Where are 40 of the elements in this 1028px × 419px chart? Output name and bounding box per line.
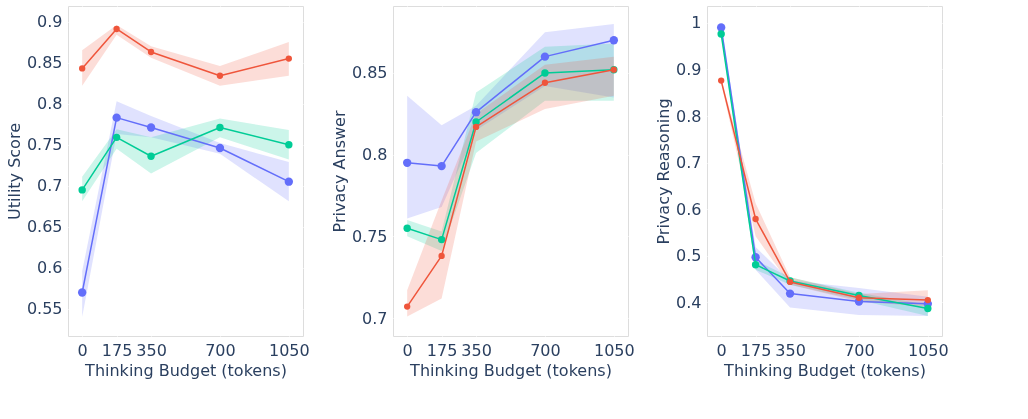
y-tick-label: 0.65 bbox=[26, 217, 63, 237]
x-tick-label: 700 bbox=[530, 340, 561, 360]
x-axis-title: Thinking Budget (tokens) bbox=[723, 360, 926, 380]
x-tick-label: 0 bbox=[77, 340, 88, 360]
x-tick-label: 175 bbox=[740, 340, 772, 360]
y-tick-label: 0.7 bbox=[362, 308, 388, 328]
y-tick-label: 0.7 bbox=[37, 176, 63, 196]
y-tick-label: 0.9 bbox=[37, 12, 63, 32]
y-tick-label: 0.5 bbox=[676, 246, 702, 266]
x-tick-label: 0 bbox=[402, 340, 413, 360]
x-tick-label: 1050 bbox=[907, 340, 949, 360]
y-axis-title: Privacy Answer bbox=[329, 110, 349, 233]
x-tick-label: 1050 bbox=[593, 340, 635, 360]
y-tick-label: 0.7 bbox=[676, 153, 702, 173]
x-tick-label: 175 bbox=[101, 340, 133, 360]
x-tick-label: 1050 bbox=[268, 340, 310, 360]
x-tick-label: 700 bbox=[205, 340, 236, 360]
x-tick-label: 700 bbox=[844, 340, 875, 360]
y-axis-title: Privacy Reasoning bbox=[654, 98, 674, 245]
x-tick-label: 350 bbox=[775, 340, 806, 360]
y-tick-label: 0.8 bbox=[37, 94, 63, 114]
y-tick-label: 1 bbox=[691, 13, 702, 33]
y-tick-label: 0.8 bbox=[676, 106, 702, 126]
y-tick-label: 0.6 bbox=[37, 258, 63, 278]
y-tick-label: 0.75 bbox=[26, 135, 63, 155]
x-tick-label: 0 bbox=[716, 340, 727, 360]
y-tick-label: 0.6 bbox=[676, 199, 702, 219]
y-tick-label: 0.55 bbox=[26, 299, 63, 319]
y-tick-label: 0.75 bbox=[351, 226, 388, 246]
y-tick-label: 0.8 bbox=[362, 145, 388, 165]
x-tick-label: 175 bbox=[426, 340, 458, 360]
y-tick-label: 0.85 bbox=[26, 53, 63, 73]
y-tick-label: 0.85 bbox=[351, 63, 388, 83]
x-tick-label: 350 bbox=[461, 340, 492, 360]
y-tick-label: 0.4 bbox=[676, 292, 702, 312]
x-axis-title: Thinking Budget (tokens) bbox=[84, 360, 287, 380]
y-axis-title: Utility Score bbox=[4, 123, 24, 220]
x-tick-label: 350 bbox=[136, 340, 167, 360]
x-axis-title: Thinking Budget (tokens) bbox=[409, 360, 612, 380]
y-tick-label: 0.9 bbox=[676, 59, 702, 79]
